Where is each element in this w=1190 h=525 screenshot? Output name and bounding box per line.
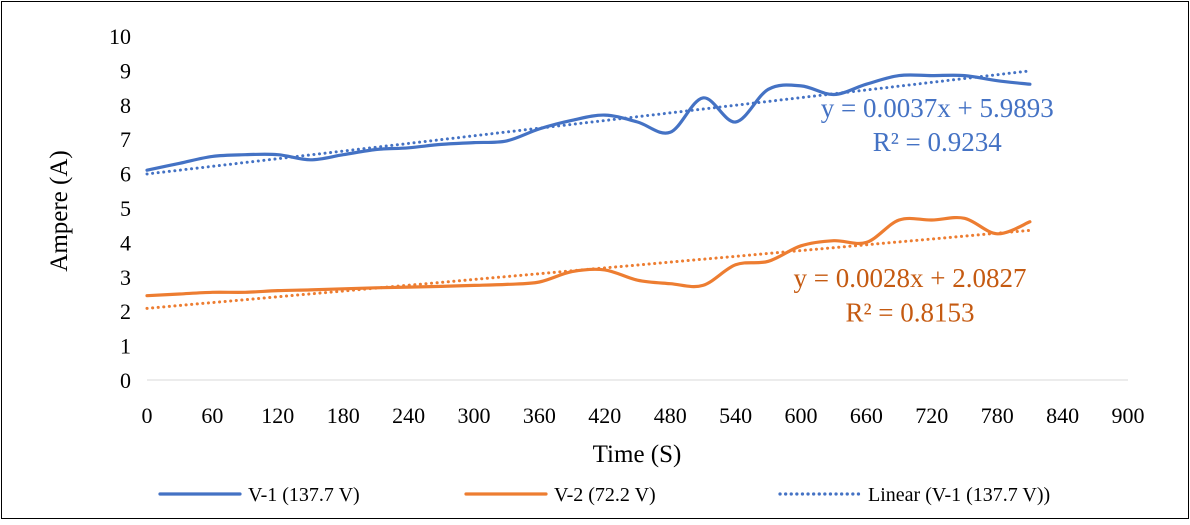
annotation-v1-eq: y = 0.0037x + 5.9893 bbox=[821, 93, 1054, 123]
x-tick-label: 660 bbox=[850, 403, 883, 428]
y-tick-label: 10 bbox=[109, 24, 131, 49]
series-line-linear-v-1-137-7-v bbox=[145, 69, 1032, 176]
y-tick-label: 8 bbox=[120, 93, 131, 118]
y-tick-label: 4 bbox=[120, 230, 131, 255]
y-tick-label: 3 bbox=[120, 265, 131, 290]
y-tick-label: 5 bbox=[120, 196, 131, 221]
annotation-v2-r2: R² = 0.8153 bbox=[845, 298, 974, 328]
y-axis-title: Ampere (A) bbox=[46, 150, 73, 271]
legend: V-1 (137.7 V) V-2 (72.2 V) Linear (V-1 (13… bbox=[158, 484, 1050, 506]
y-tick-label: 7 bbox=[120, 127, 131, 152]
x-tick-label: 900 bbox=[1112, 403, 1145, 428]
legend-label: Linear (V-1 (137.7 V)) bbox=[868, 484, 1050, 506]
x-axis-title: Time (S) bbox=[593, 441, 682, 468]
annotation-v2-eq: y = 0.0028x + 2.0827 bbox=[794, 263, 1027, 293]
x-tick-label: 180 bbox=[327, 403, 360, 428]
legend-label: V-1 (137.7 V) bbox=[248, 484, 360, 506]
x-tick-label: 120 bbox=[261, 403, 294, 428]
x-tick-label: 360 bbox=[523, 403, 556, 428]
x-tick-label: 720 bbox=[915, 403, 948, 428]
y-tick-label: 2 bbox=[120, 299, 131, 324]
annotation-v1-r2: R² = 0.9234 bbox=[873, 127, 1003, 157]
x-tick-label: 480 bbox=[654, 403, 687, 428]
y-tick-label: 6 bbox=[120, 162, 131, 187]
x-tick-label: 600 bbox=[785, 403, 818, 428]
y-tick-label: 9 bbox=[120, 58, 131, 83]
series-line-v-1-137-7-v bbox=[145, 73, 1032, 172]
x-tick-label: 840 bbox=[1046, 403, 1079, 428]
y-tick-label: 1 bbox=[120, 334, 131, 359]
x-tick-label: 780 bbox=[981, 403, 1014, 428]
series-line-v-2-72-2-v bbox=[145, 215, 1032, 298]
plot-area: 0 60 120 180 240 300 360 420 480 540 600 660 720 780 8… bbox=[109, 24, 1145, 428]
legend-label: V-2 (72.2 V) bbox=[554, 484, 656, 506]
x-tick-label: 240 bbox=[392, 403, 425, 428]
x-tick-label: 60 bbox=[201, 403, 223, 428]
y-tick-label: 0 bbox=[120, 368, 131, 393]
x-tick-label: 300 bbox=[458, 403, 491, 428]
x-tick-label: 0 bbox=[142, 403, 153, 428]
x-tick-label: 540 bbox=[719, 403, 752, 428]
x-tick-label: 420 bbox=[588, 403, 621, 428]
